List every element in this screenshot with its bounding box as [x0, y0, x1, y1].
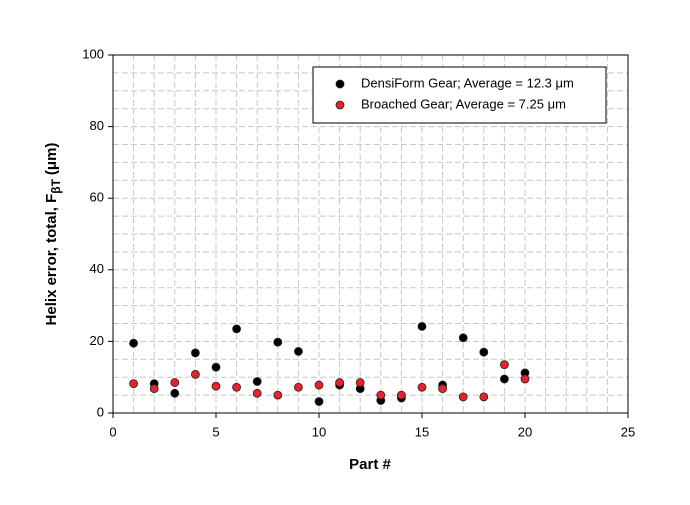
point: [273, 390, 283, 400]
point: [479, 392, 489, 402]
point: [129, 338, 139, 348]
point: [396, 390, 406, 400]
point: [458, 392, 468, 402]
y-axis-label: Helix error, total, FβT (μm): [43, 143, 63, 326]
point: [293, 347, 303, 356]
point: [355, 378, 365, 387]
y-tick-label: 100: [82, 46, 104, 61]
x-tick-label: 20: [518, 424, 532, 439]
point: [417, 321, 427, 331]
x-axis-label: Part #: [349, 456, 391, 473]
y-tick-label: 40: [90, 261, 104, 276]
point: [438, 384, 448, 394]
y-label-main: Helix error, total, F: [43, 194, 60, 326]
legend-marker: [335, 100, 345, 110]
x-tick-label: 10: [312, 424, 326, 439]
point: [479, 347, 489, 357]
point: [211, 381, 221, 391]
point: [170, 388, 180, 398]
legend-label: Broached Gear; Average = 7.25 μm: [361, 96, 566, 111]
y-label-unit: (μm): [43, 143, 60, 176]
y-tick-label: 0: [97, 404, 104, 419]
y-tick-label: 60: [90, 190, 104, 205]
x-tick-label: 15: [415, 424, 429, 439]
point: [499, 360, 509, 370]
y-label-subscript: βT: [49, 178, 63, 193]
point: [211, 362, 221, 372]
point: [170, 378, 180, 387]
legend-box: [312, 66, 607, 124]
point: [232, 382, 242, 392]
point: [314, 397, 324, 406]
point: [417, 382, 427, 392]
point: [232, 324, 242, 334]
point: [252, 377, 262, 386]
y-tick-label: 20: [90, 333, 104, 348]
point: [129, 379, 139, 389]
x-tick-label: 5: [212, 424, 219, 439]
point: [190, 369, 200, 379]
x-tick-label: 0: [109, 424, 116, 439]
point: [520, 374, 530, 384]
point: [314, 380, 324, 390]
point: [252, 388, 262, 398]
plot-frame: [112, 54, 629, 414]
point: [335, 378, 345, 387]
point: [293, 382, 303, 392]
legend-label: DensiForm Gear; Average = 12.3 μm: [361, 75, 574, 90]
point: [458, 333, 468, 343]
legend-marker: [335, 79, 345, 89]
point: [499, 374, 509, 384]
x-tick-label: 25: [621, 424, 635, 439]
point: [273, 337, 283, 347]
point: [190, 348, 200, 358]
point: [149, 384, 159, 394]
y-tick-label: 80: [90, 118, 104, 133]
point: [376, 390, 386, 400]
